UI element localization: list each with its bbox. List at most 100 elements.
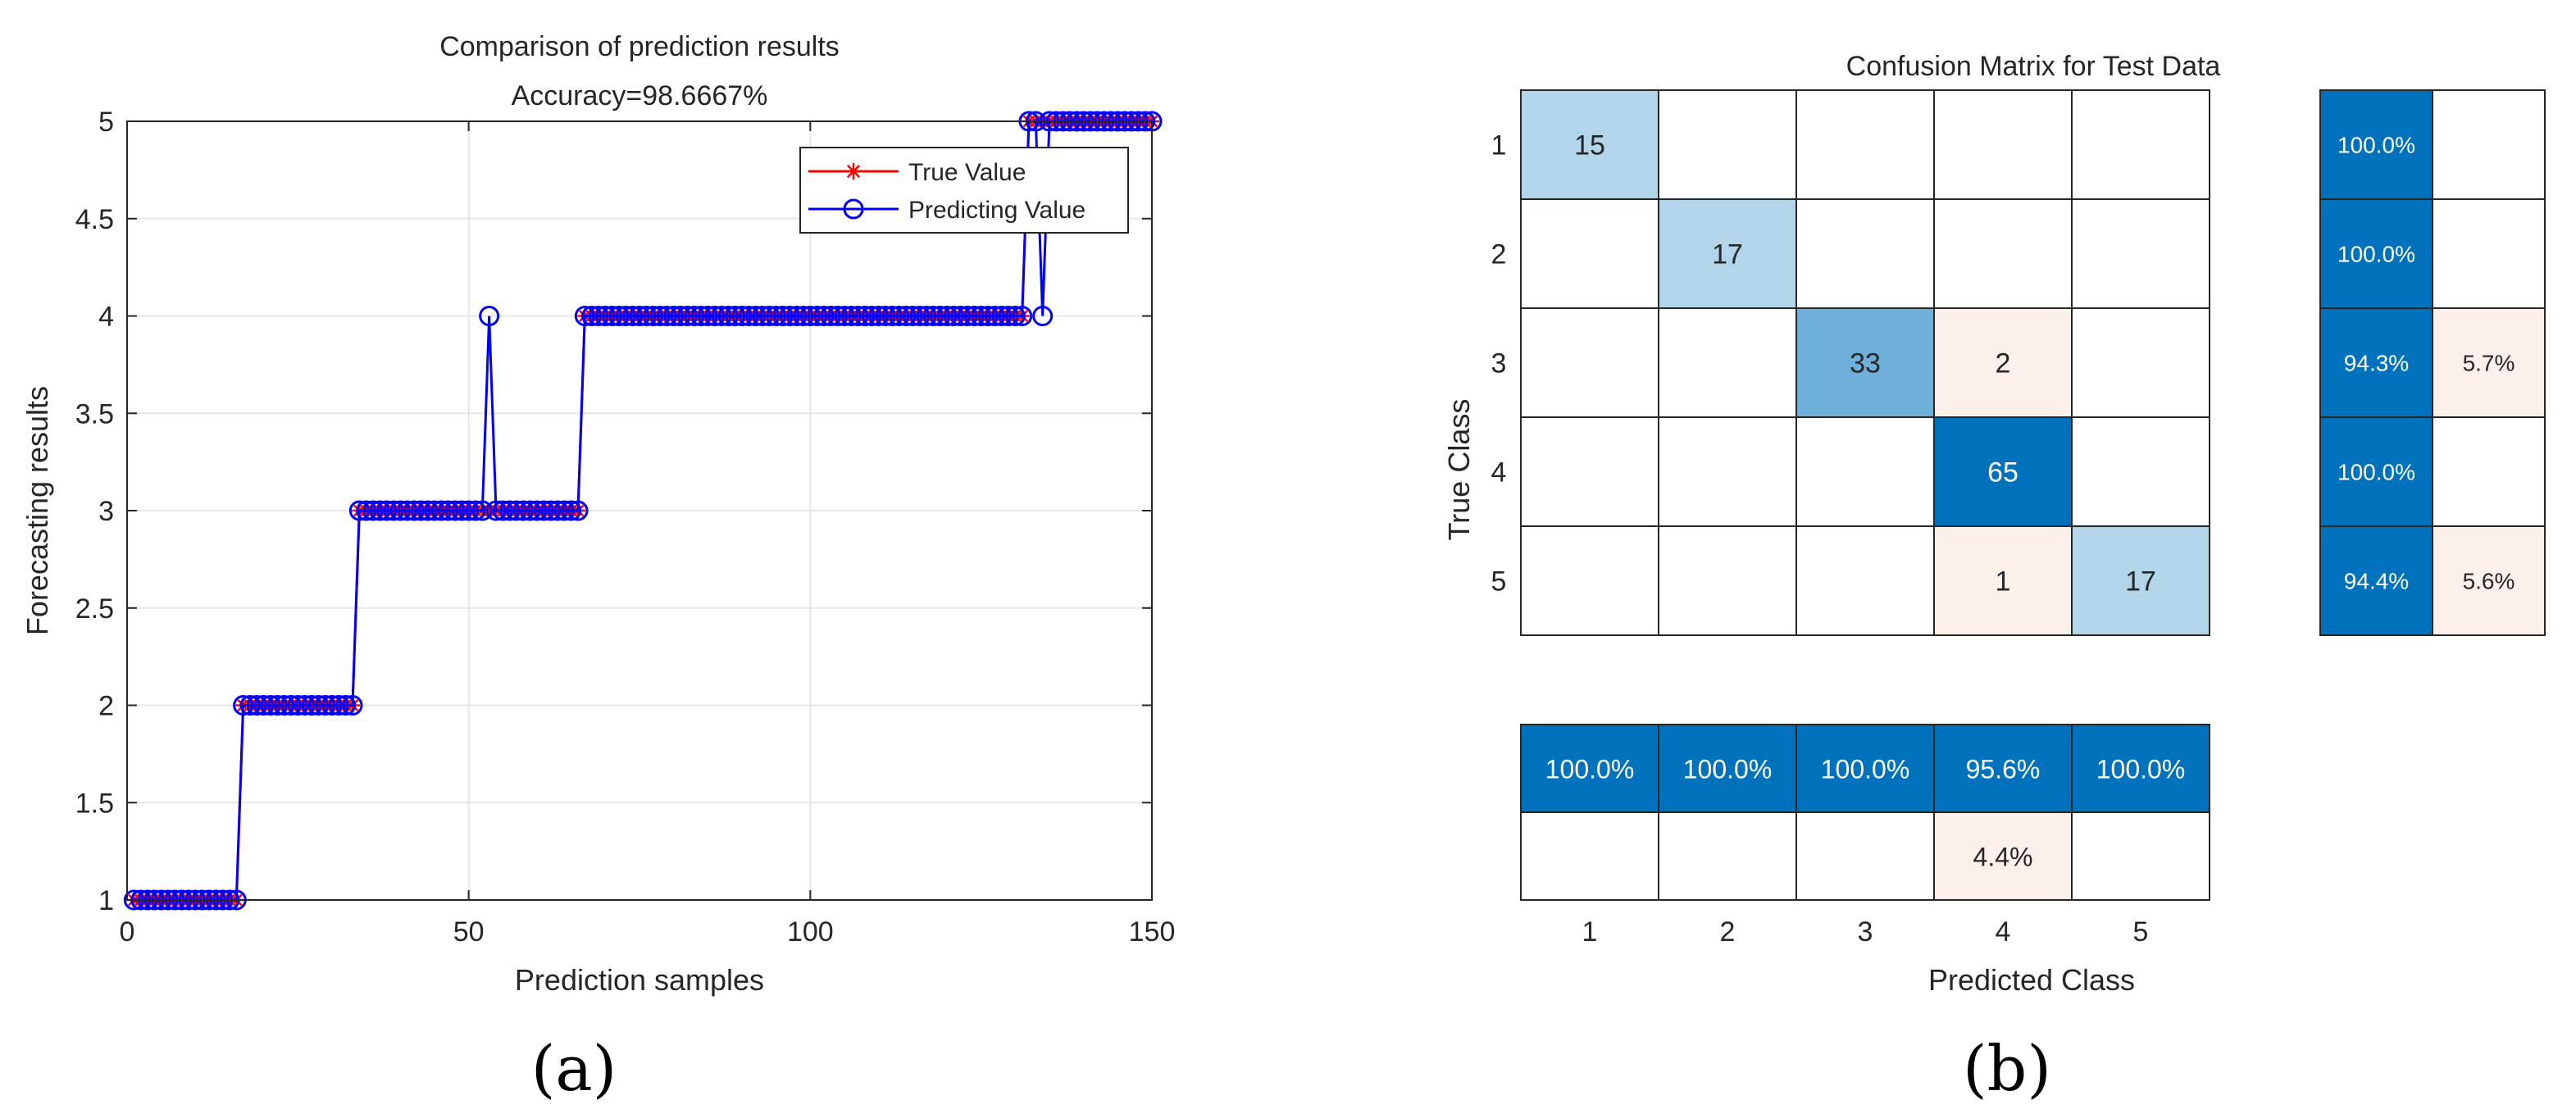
- predicting-value-point: [629, 306, 650, 326]
- row-incorrect-value: 5.6%: [2463, 569, 2515, 594]
- matrix-cell: [1795, 525, 1935, 636]
- predicting-value-point: [533, 500, 554, 521]
- matrix-cell: [2071, 525, 2210, 636]
- predicting-value-point: [348, 500, 370, 521]
- chart-a-legend: True Value Predicting Value: [799, 147, 1129, 234]
- predicting-value-point: [676, 306, 698, 326]
- row-incorrect-cell: [2432, 416, 2546, 527]
- matrix-value: 65: [1987, 457, 2018, 489]
- row-correct-value: 94.4%: [2344, 569, 2409, 594]
- row-correct-cell: [2319, 525, 2433, 636]
- legend-pred-marker: [843, 198, 864, 220]
- col-correct-cell: [1658, 724, 1797, 813]
- predicting-value-point: [424, 500, 445, 521]
- col-correct-value: 100.0%: [2096, 755, 2186, 784]
- predicted-class-label: 3: [1858, 916, 1873, 948]
- predicting-value-point: [294, 695, 316, 716]
- predicting-value-point: [506, 500, 527, 521]
- predicting-value-point: [930, 306, 951, 326]
- predicting-value-point: [758, 306, 780, 326]
- predicting-value-point: [840, 306, 862, 326]
- predicting-value-point: [977, 306, 999, 326]
- predicting-value-point: [594, 306, 616, 326]
- predicting-value-point: [471, 500, 493, 521]
- col-incorrect-value: 4.4%: [1973, 843, 2033, 872]
- predicted-class-label: 4: [1996, 916, 2011, 948]
- predicting-value-point: [581, 306, 603, 326]
- predicting-value-point: [717, 306, 739, 326]
- predicting-value-point: [253, 695, 275, 716]
- y-tick-label: 3: [98, 496, 114, 527]
- predicting-value-point: [239, 695, 261, 716]
- x-tick-label: 100: [787, 916, 834, 948]
- predicting-value-point: [834, 306, 855, 326]
- predicted-class-label: 5: [2133, 916, 2149, 948]
- y-tick-label: 4: [98, 302, 114, 333]
- predicting-value-point: [697, 306, 718, 326]
- predicting-value-point: [328, 695, 349, 716]
- predicting-value-point: [752, 306, 773, 326]
- matrix-cell: [1520, 416, 1659, 527]
- panel-label-a: (a): [531, 1032, 617, 1105]
- matrix-cell: [1933, 416, 2073, 527]
- predicting-value-point: [663, 306, 685, 326]
- predicting-value-point: [881, 306, 903, 326]
- predicting-value-point: [895, 306, 917, 326]
- predicting-value-point: [410, 500, 431, 521]
- confusion-matrix-grid: 15 17 33 2 65 1 17: [1520, 89, 2210, 636]
- predicting-value-point: [417, 500, 439, 521]
- predicting-value-point: [991, 306, 1013, 326]
- predicting-value-point: [731, 306, 753, 326]
- predicting-value-point: [799, 306, 821, 326]
- row-correct-value: 94.3%: [2344, 351, 2409, 376]
- predicting-value-point: [287, 695, 308, 716]
- chart-b-xlabel: Predicted Class: [1928, 963, 2135, 997]
- predicting-value-point: [738, 306, 759, 326]
- col-correct-value: 95.6%: [1966, 755, 2041, 784]
- matrix-cell: [1795, 89, 1935, 200]
- matrix-cell: [1795, 307, 1935, 418]
- predicting-value-point: [574, 306, 595, 326]
- predicting-value-point: [656, 306, 677, 326]
- predicting-value-point: [444, 500, 466, 521]
- true-class-label: 2: [1491, 239, 1507, 270]
- predicting-value-point: [280, 695, 302, 716]
- predicting-value-point: [861, 306, 882, 326]
- row-correct-value: 100.0%: [2337, 133, 2415, 158]
- predicting-value-point: [875, 306, 896, 326]
- predicting-value-point: [1004, 306, 1026, 326]
- col-incorrect-cell: [1795, 811, 1935, 901]
- predicted-class-label: 1: [1582, 916, 1598, 948]
- predicting-value-point: [670, 306, 691, 326]
- chart-b-title: Confusion Matrix for Test Data: [1846, 51, 2221, 82]
- predicting-value-point: [376, 500, 398, 521]
- predicting-value-point: [315, 695, 336, 716]
- predicting-value-point: [608, 306, 630, 326]
- matrix-cell: [1933, 198, 2073, 309]
- chart-a-xlabel: Prediction samples: [515, 963, 764, 997]
- predicting-value-point: [615, 306, 636, 326]
- predicting-value-point: [260, 695, 281, 716]
- predicting-value-point: [389, 500, 411, 521]
- y-tick-label: 1.5: [75, 788, 114, 819]
- col-correct-value: 100.0%: [1683, 755, 1773, 784]
- col-correct-value: 100.0%: [1821, 755, 1910, 784]
- true-class-label: 4: [1491, 457, 1507, 489]
- predicting-value-point: [984, 306, 1005, 326]
- col-incorrect-cell: [2071, 811, 2210, 901]
- predicting-value-point: [561, 500, 582, 521]
- true-class-label: 3: [1491, 348, 1507, 379]
- predicting-value-point: [649, 306, 671, 326]
- predicting-value-point: [793, 306, 814, 326]
- row-correct-cell: [2319, 307, 2433, 418]
- predicting-value-point: [540, 500, 562, 521]
- predicted-class-label: 2: [1720, 916, 1736, 948]
- predicting-value-point: [266, 695, 288, 716]
- matrix-cell: [2071, 416, 2210, 527]
- predicting-value-point: [1012, 306, 1033, 326]
- predicting-value-point: [362, 500, 384, 521]
- matrix-cell: [1658, 525, 1797, 636]
- legend-asterisk: [845, 163, 862, 180]
- matrix-cell: [1795, 416, 1935, 527]
- chart-a-ticks: 0 50 100 150 1 1.5 2 2.5 3 3.5 4 4.5 5: [75, 107, 1176, 948]
